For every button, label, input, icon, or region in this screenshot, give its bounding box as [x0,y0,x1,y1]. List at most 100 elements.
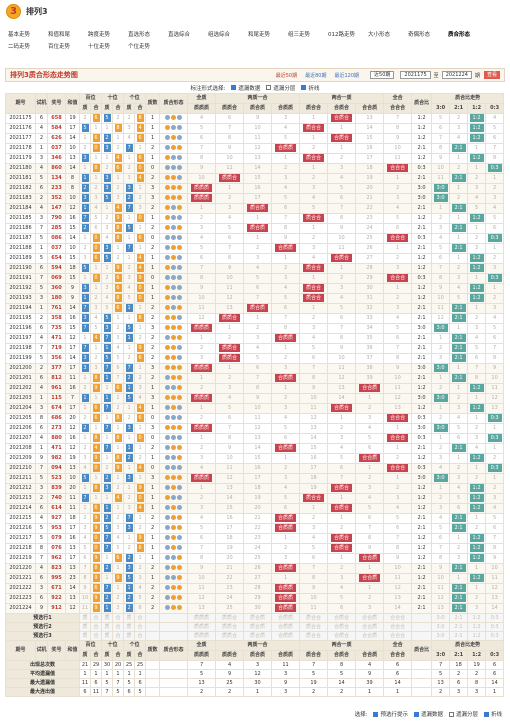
trial: 6 [35,373,48,384]
nav-link[interactable]: 质合形态 [448,32,471,38]
position-cell-hit: 3 [125,474,133,482]
position-cell-hit: 4 [136,464,144,472]
position-cell-hit: 5 [125,324,133,332]
sum: 20 [65,413,80,424]
checkbox[interactable]: 预选行提示 [373,710,408,718]
ratio-cell: 12 [485,583,505,594]
stats-cell: 13 [187,678,217,688]
issue: 2021200 [5,363,36,374]
shape-icons [159,473,189,484]
ratio-cell-hit: 2:1 [451,584,466,592]
shape-cell: 24 [355,223,385,234]
ratio-cell: 2:1 [449,313,469,324]
nav-link[interactable]: 二码走势 [8,44,31,50]
shape-cell: 15 [355,133,385,144]
range-select[interactable]: 近50期 [370,71,395,79]
shape-cell: 27 [355,253,385,264]
ratio-cell: 1 [467,163,487,174]
data-row: 2021214 6 614 11 1 6 1 1 3 4 1 3 15 20 6 1 合质合 5 4 1:2 3 6 1:2… [5,503,505,514]
preselect-cell: 3:0 [431,622,451,632]
shape-icons [159,123,189,134]
ratio-cell: 14 [485,603,505,614]
shape-icon [177,285,183,290]
prime-count: 1 [145,153,161,164]
nav-link[interactable]: 大小形态 [368,32,391,38]
shape-cell: 10 [187,173,217,184]
ratio-cell: 5 [485,123,505,134]
shape-icons [159,183,189,194]
shape-cell: 合质质 [271,563,301,574]
nav-link[interactable]: 基本走势 [8,32,31,38]
shape-cell: 2 [187,493,217,504]
position-cell: 2 [123,263,136,274]
checkbox[interactable]: 折线 [483,710,502,718]
shape-cell: 质质合 [215,313,245,324]
position-cell: 7 [79,303,91,314]
prime-count: 2 [145,603,161,614]
checkbox[interactable]: 折线 [301,84,319,92]
nav-link[interactable]: 直选形态 [128,32,151,38]
shape-cell: 3 [215,383,245,394]
shape-icon [171,315,177,320]
shape-cell: 10 [215,153,245,164]
nav-link[interactable]: 和值和尾 [48,32,71,38]
issue: 2021204 [5,403,36,414]
draw-number: 471 [47,443,66,454]
nav-link[interactable]: 跨度走势 [88,32,111,38]
position-cell: 9 [112,213,125,224]
ratio-cell: 1:2 [467,283,487,294]
nav-link[interactable]: 奇偶形态 [408,32,431,38]
position-cell: 3 [79,313,91,324]
stats-cell: 9 [355,669,385,679]
nav-link[interactable]: 组三走势 [288,32,311,38]
to-input[interactable]: 2021224 [441,71,472,79]
shape-cell: 18 [243,483,273,494]
header-cell: 质质合 [215,650,245,661]
checkbox-label: 遗漏分层 [273,85,296,92]
shape-icon [177,415,183,420]
shape-cell: 7 [299,563,329,574]
nav-link[interactable]: 百位走势 [48,44,71,50]
checkbox[interactable]: 遗漏分层 [266,84,295,92]
shape-icon [171,375,177,380]
range-link[interactable]: 最近120期 [334,72,360,79]
shape-cell: 8 [271,323,301,334]
draw-number: 358 [47,313,66,324]
ratio: 1:2 [411,403,433,414]
from-input[interactable]: 2021175 [400,71,431,79]
shape-cell: 8 [215,253,245,264]
checkbox[interactable]: 遗漏数据 [413,710,443,718]
checkbox[interactable]: 遗漏分层 [448,710,478,718]
site-title: 排列3 [26,6,48,16]
ratio-cell: 5 [485,323,505,334]
position-cell: 3 [112,603,125,614]
range-link[interactable]: 最近50期 [275,72,298,79]
shape-icon [165,605,171,610]
shape-cell-hit: 合质质 [275,374,297,382]
nav-link[interactable]: 和尾走势 [248,32,271,38]
shape-icons [159,113,189,124]
nav-link[interactable]: 组选综合 [208,32,231,38]
position-cell: 1 [89,153,103,164]
shape-icon [165,555,171,560]
stats-cell: 25 [215,678,245,688]
nav-link[interactable]: 012路走势 [328,32,355,38]
position-cell: 1 [101,263,114,274]
position-cell: 0 [134,493,147,504]
view-button[interactable]: 查看 [483,71,500,79]
trial: 1 [35,303,48,314]
nav-link[interactable]: 个位走势 [128,44,151,50]
header-cell: 全合 [383,640,413,651]
checkbox[interactable]: 遗漏数据 [231,84,260,92]
range-link[interactable]: 最近80期 [305,72,327,79]
nav-link[interactable]: 十位走势 [88,44,111,50]
shape-icon [177,115,183,120]
toolbar: 排列3质合形态走势图 最近50期 最近80期 最近120期 近50期 20211… [5,68,505,82]
ratio-cell: 10 [485,373,505,384]
sum: 16 [65,533,80,544]
nav-link[interactable]: 直选综合 [168,32,191,38]
stats-cell: 7 [101,687,114,697]
ratio-cell: 0:3 [485,463,505,474]
preselect-cell: 2:1 [449,613,469,623]
